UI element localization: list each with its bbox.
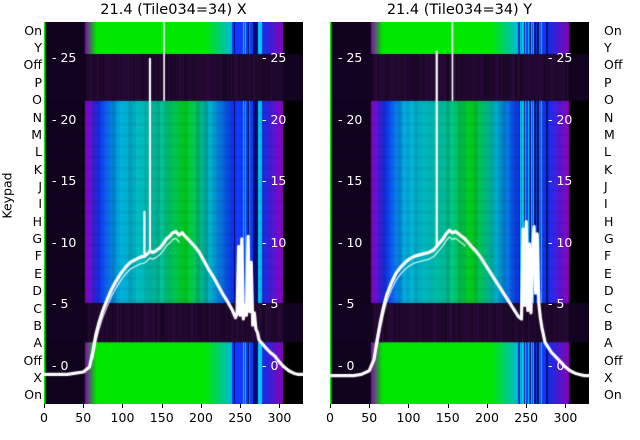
x-tick-mark — [44, 404, 45, 408]
category-tick-label: E — [34, 265, 42, 281]
category-tick-label: O — [604, 92, 614, 108]
panel-x-title: 21.4 (Tile034=34) X — [100, 2, 247, 18]
panel-x: 21.4 (Tile034=34) X — [44, 2, 303, 404]
category-tick-label: On — [24, 22, 42, 38]
category-tick-label: P — [34, 74, 42, 90]
category-tick-label: M — [604, 126, 615, 142]
category-tick-label: H — [604, 213, 614, 229]
category-axis-right: On Y Off P O N M L K J I H G F E D C B A Off X On — [600, 22, 640, 404]
x-tick-label: 100 — [396, 410, 421, 425]
x-tick-mark — [526, 404, 528, 408]
category-tick-label: Y — [604, 40, 612, 56]
category-tick-label: Off — [23, 57, 42, 73]
category-tick-label: E — [604, 265, 612, 281]
x-tick-label: 150 — [435, 410, 460, 425]
x-tick-mark — [161, 404, 163, 408]
x-tick-mark — [240, 404, 242, 408]
category-tick-label: F — [34, 248, 42, 264]
x-tick-label: 250 — [514, 410, 539, 425]
category-tick-label: P — [604, 74, 612, 90]
category-tick-label: G — [604, 231, 614, 247]
category-tick-label: D — [604, 283, 614, 299]
category-tick-label: M — [31, 126, 42, 142]
heatmap-y — [330, 22, 589, 404]
x-tick-mark — [279, 404, 281, 408]
category-tick-label: C — [604, 300, 613, 316]
category-tick-label: N — [604, 109, 614, 125]
x-axis-left: 0 50 100 150 200 250 300 — [40, 404, 303, 438]
category-axis-left: On Y Off P O N M L K J I H G F E D C B A Off X On — [2, 22, 42, 404]
category-tick-label: C — [33, 300, 42, 316]
x-axis-right: 0 50 100 150 200 250 300 — [326, 404, 589, 438]
x-tick-mark — [447, 404, 449, 408]
category-tick-label: Y — [34, 40, 42, 56]
category-tick-label: F — [604, 248, 612, 264]
category-tick-label: Off — [23, 352, 42, 368]
x-tick-mark — [200, 404, 202, 408]
x-tick-label: 50 — [75, 410, 92, 425]
category-tick-label: G — [32, 231, 42, 247]
category-tick-label: N — [32, 109, 42, 125]
category-tick-label: J — [604, 178, 608, 194]
category-tick-label: X — [604, 369, 613, 385]
x-tick-mark — [330, 404, 331, 408]
panel-y-title: 21.4 (Tile034=34) Y — [386, 2, 533, 18]
category-tick-label: I — [38, 196, 42, 212]
category-tick-label: H — [32, 213, 42, 229]
category-tick-label: L — [604, 144, 611, 160]
x-tick-label: 50 — [361, 410, 378, 425]
category-tick-label: B — [604, 317, 613, 333]
x-tick-label: 250 — [228, 410, 253, 425]
category-tick-label: A — [33, 335, 42, 351]
category-tick-label: K — [33, 161, 42, 177]
category-tick-label: J — [38, 178, 42, 194]
category-tick-label: On — [604, 387, 622, 403]
category-tick-label: O — [32, 92, 42, 108]
panel-y: 21.4 (Tile034=34) Y — [330, 2, 589, 404]
x-tick-label: 100 — [110, 410, 135, 425]
category-tick-label: X — [33, 369, 42, 385]
category-tick-label: D — [32, 283, 42, 299]
category-tick-label: On — [604, 22, 622, 38]
category-tick-label: I — [604, 196, 608, 212]
category-tick-label: Off — [604, 352, 623, 368]
x-tick-label: 0 — [40, 410, 48, 425]
category-tick-label: On — [24, 387, 42, 403]
x-tick-label: 300 — [553, 410, 578, 425]
x-tick-mark — [369, 404, 371, 408]
x-tick-label: 0 — [326, 410, 334, 425]
category-tick-label: Off — [604, 57, 623, 73]
x-tick-mark — [408, 404, 410, 408]
x-tick-mark — [486, 404, 488, 408]
x-tick-label: 200 — [189, 410, 213, 425]
category-tick-label: B — [33, 317, 42, 333]
category-tick-label: A — [604, 335, 613, 351]
category-tick-label: L — [35, 144, 42, 160]
x-tick-mark — [83, 404, 85, 408]
x-tick-label: 300 — [267, 410, 292, 425]
x-tick-mark — [565, 404, 567, 408]
heatmap-x — [44, 22, 303, 404]
x-tick-mark — [122, 404, 124, 408]
x-tick-label: 200 — [475, 410, 499, 425]
x-tick-label: 150 — [149, 410, 174, 425]
category-tick-label: K — [604, 161, 613, 177]
